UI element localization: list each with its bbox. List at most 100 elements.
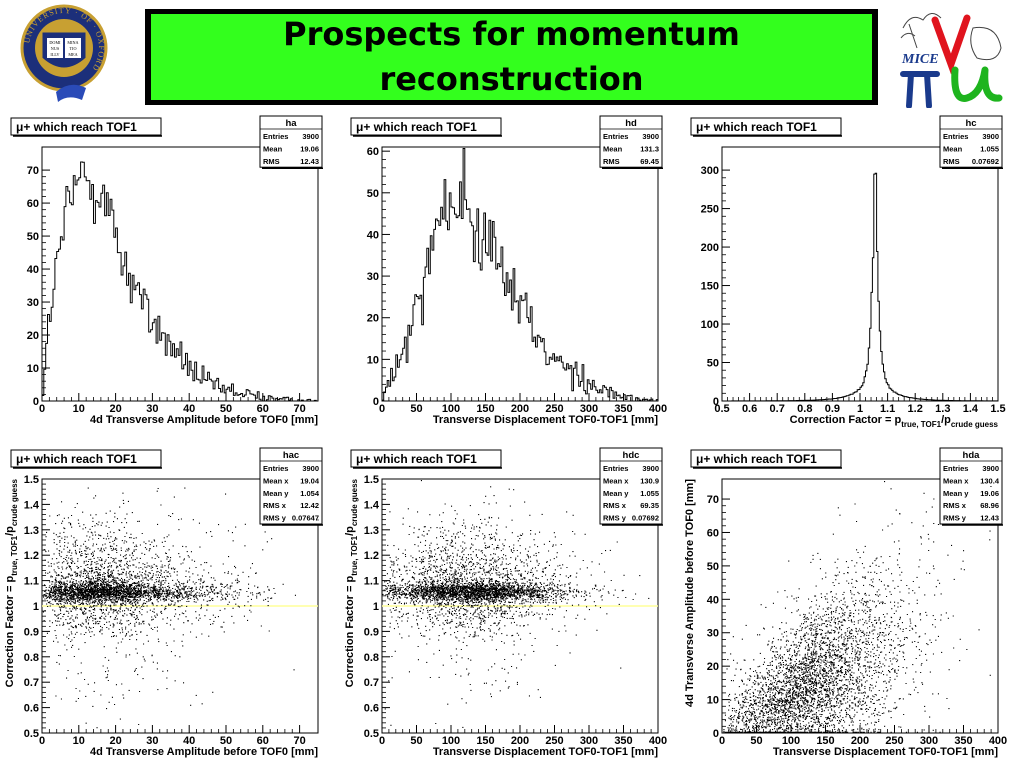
y-tick-label: 0.9	[364, 626, 379, 638]
stats-key: RMS y	[263, 514, 287, 523]
x-tick-label: 100	[442, 735, 460, 747]
stats-title: hc	[965, 118, 976, 129]
y-axis-label: 4d Transverse Amplitude before TOF0 [mm]	[684, 479, 696, 707]
x-axis-label: Transverse Displacement TOF0-TOF1 [mm]	[433, 746, 659, 758]
x-tick-label: 350	[954, 735, 972, 747]
y-tick-label: 0.5	[364, 728, 379, 740]
x-tick-label: 350	[614, 735, 632, 747]
x-tick-label: 350	[614, 403, 632, 415]
plot-frame	[381, 146, 659, 402]
y-tick-label: 200	[701, 242, 719, 254]
y-tick-label: 40	[367, 229, 379, 241]
stats-value: 19.06	[300, 144, 319, 153]
y-tick-label: 60	[367, 146, 379, 158]
stats-key: Entries	[263, 132, 288, 141]
y-tick-label: 300	[701, 165, 719, 177]
stats-key: Mean y	[603, 489, 629, 498]
stats-box: hda Entries 3900 Mean x 130.4 Mean y 19.06 RMS …	[939, 447, 1003, 526]
x-tick-label: 0.5	[714, 403, 729, 415]
stats-value: 130.4	[980, 476, 1000, 485]
y-tick-label: 30	[27, 297, 39, 309]
y-tick-label: 1.1	[24, 576, 39, 588]
stats-value: 3900	[302, 132, 319, 141]
x-tick-label: 60	[257, 403, 269, 415]
y-axis-label: Correction Factor = ptrue, TOF1/pcrude g…	[344, 478, 359, 687]
y-tick-label: 1.2	[24, 550, 39, 562]
y-tick-label: 1.4	[364, 499, 380, 511]
y-tick-label: 20	[27, 330, 39, 342]
oxford-book-right-1: MINA	[67, 40, 78, 45]
stats-key: Mean y	[263, 489, 289, 498]
y-tick-label: 250	[701, 204, 719, 216]
x-tick-label: 0	[39, 403, 45, 415]
y-tick-label: 1.4	[24, 499, 40, 511]
stats-value: 0.07647	[292, 514, 319, 523]
x-tick-label: 400	[649, 403, 667, 415]
histogram-line	[41, 161, 318, 402]
x-tick-label: 50	[410, 403, 422, 415]
histogram-label: μ+ which reach TOF1	[356, 452, 477, 466]
stats-key: Entries	[603, 132, 628, 141]
stats-value: 69.45	[640, 157, 659, 166]
stats-box: hd Entries 3900 Mean 131.3 RMS 69.45	[599, 115, 663, 169]
x-tick-label: 0	[379, 403, 385, 415]
chart-panel-hda: μ+ which reach TOF1 hda Entries 3900 Mean x 1…	[680, 444, 1015, 762]
histogram-label-box: μ+ which reach TOF1	[690, 449, 842, 469]
x-tick-label: 1.5	[990, 403, 1005, 415]
x-tick-label: 100	[782, 735, 800, 747]
chart-panel-ha: μ+ which reach TOF1 ha Entries 3900 Mean 19.0…	[0, 112, 335, 430]
y-tick-label: 60	[707, 527, 719, 539]
x-tick-label: 200	[511, 735, 529, 747]
stats-box: hdc Entries 3900 Mean x 130.9 Mean y 1.055 RMS …	[599, 447, 663, 526]
oxford-book-right-2: TIO	[70, 46, 77, 51]
stats-value: 19.04	[300, 476, 320, 485]
oxford-book-right-3: MEA	[68, 52, 77, 57]
x-tick-label: 200	[851, 735, 869, 747]
x-axis-label: 4d Transverse Amplitude before TOF0 [mm]	[90, 414, 318, 426]
stats-key: RMS	[603, 157, 620, 166]
stats-value: 0.07692	[632, 514, 659, 523]
scatter-points	[723, 481, 992, 733]
chart-panel-hd: μ+ which reach TOF1 hd Entries 3900 Mean 131.…	[340, 112, 675, 430]
x-tick-label: 150	[476, 735, 494, 747]
stats-key: Entries	[943, 464, 968, 473]
histogram-label-box: μ+ which reach TOF1	[10, 117, 162, 137]
stats-box: hac Entries 3900 Mean x 19.04 Mean y 1.054 RMS …	[259, 447, 323, 526]
stats-value: 69.35	[640, 501, 659, 510]
y-tick-label: 0.8	[24, 652, 39, 664]
histogram-label-box: μ+ which reach TOF1	[350, 449, 502, 469]
y-tick-label: 60	[27, 198, 39, 210]
x-tick-label: 50	[410, 735, 422, 747]
y-tick-label: 10	[707, 695, 719, 707]
y-tick-label: 50	[27, 231, 39, 243]
x-tick-label: 40	[183, 403, 195, 415]
y-tick-label: 100	[701, 319, 719, 331]
y-tick-label: 50	[707, 358, 719, 370]
scatter-points	[42, 487, 319, 729]
stats-key: Mean	[603, 144, 623, 153]
stats-value: 0.07692	[972, 157, 999, 166]
y-tick-label: 40	[707, 594, 719, 606]
stats-title: ha	[285, 118, 297, 129]
oxford-university-logo: DOMI NUS ILLV MINA TIO MEA UNIVERSITY · …	[20, 4, 108, 102]
histogram-label-box: μ+ which reach TOF1	[690, 117, 842, 137]
x-tick-label: 10	[73, 403, 85, 415]
x-tick-label: 1.4	[963, 403, 979, 415]
y-tick-label: 0	[713, 396, 719, 408]
y-tick-label: 30	[707, 628, 719, 640]
x-tick-label: 1.1	[880, 403, 895, 415]
y-tick-label: 150	[701, 281, 719, 293]
stats-value: 3900	[302, 464, 319, 473]
y-tick-label: 70	[27, 165, 39, 177]
x-tick-label: 150	[816, 735, 834, 747]
x-axis-label: Transverse Displacement TOF0-TOF1 [mm]	[433, 414, 659, 426]
stats-key: RMS x	[263, 501, 287, 510]
y-tick-label: 40	[27, 264, 39, 276]
scatter-dots	[42, 487, 319, 729]
x-tick-label: 1	[857, 403, 863, 415]
y-tick-label: 20	[707, 661, 719, 673]
histogram-label: μ+ which reach TOF1	[16, 120, 137, 134]
x-tick-label: 30	[146, 403, 158, 415]
mice-logo: MICE	[900, 13, 1003, 108]
oxford-book-left-3: ILLV	[50, 52, 59, 57]
